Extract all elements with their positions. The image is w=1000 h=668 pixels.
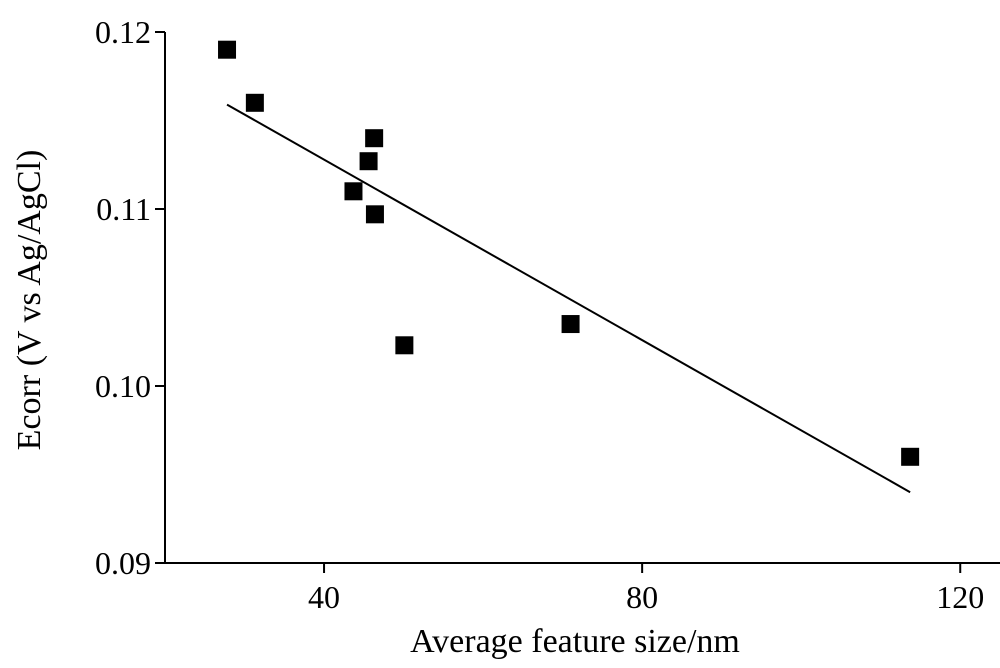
data-point bbox=[365, 205, 384, 224]
data-point bbox=[344, 182, 363, 201]
y-axis-label: Ecorr (V vs Ag/AgCl) bbox=[11, 150, 48, 451]
tick-labels: 0.09 0.10 0.11 0.12 40 80 120 bbox=[95, 14, 984, 615]
x-tick-label: 40 bbox=[308, 579, 340, 615]
y-tick-label: 0.11 bbox=[96, 191, 151, 227]
data-point bbox=[218, 40, 237, 59]
data-point bbox=[395, 336, 414, 355]
data-point bbox=[365, 129, 384, 148]
data-point bbox=[245, 93, 264, 112]
axes bbox=[155, 31, 1000, 573]
x-tick-label: 80 bbox=[626, 579, 658, 615]
fit-line-group bbox=[226, 103, 911, 494]
x-tick-label: 120 bbox=[936, 579, 984, 615]
data-point bbox=[359, 152, 378, 171]
y-tick-label: 0.09 bbox=[95, 545, 151, 581]
y-tick-label: 0.12 bbox=[95, 14, 151, 50]
fit-line bbox=[226, 103, 911, 494]
x-axis-label: Average feature size/nm bbox=[410, 623, 740, 660]
data-points bbox=[218, 40, 920, 466]
data-point bbox=[901, 447, 920, 466]
data-point bbox=[561, 315, 580, 334]
y-tick-label: 0.10 bbox=[95, 368, 151, 404]
